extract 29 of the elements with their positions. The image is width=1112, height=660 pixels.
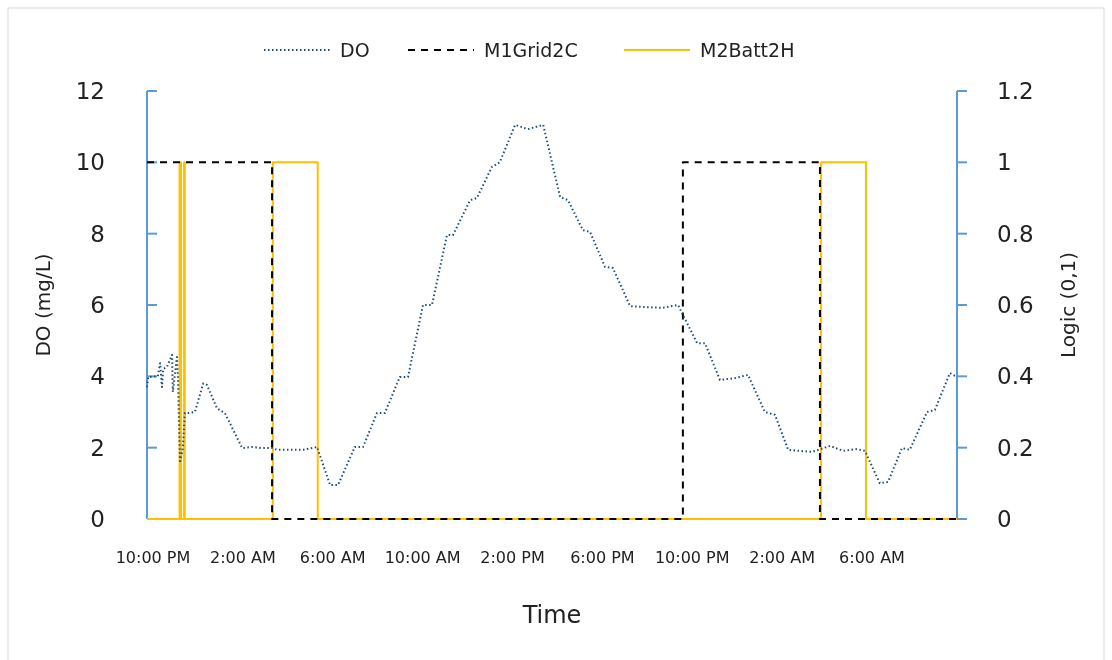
y2-tick-label: 0.2: [997, 434, 1034, 461]
y2-tick-label: 0.8: [997, 220, 1034, 247]
x-axis-title: Time: [521, 601, 582, 629]
x-tick-label: 10:00 PM: [654, 548, 730, 567]
x-tick-label: 2:00 PM: [480, 548, 545, 567]
legend-label: M2Batt2H: [700, 39, 795, 61]
y-tick-label: 10: [75, 149, 105, 176]
x-tick-label: 10:00 PM: [115, 548, 191, 567]
y2-tick-label: 1.2: [997, 78, 1034, 105]
x-tick-label: 6:00 AM: [299, 548, 366, 567]
x-tick-label: 10:00 AM: [384, 548, 461, 567]
y2-tick-label: 1: [997, 149, 1012, 176]
y-tick-label: 4: [90, 363, 105, 390]
legend-label: DO: [340, 39, 370, 61]
x-tick-label: 2:00 AM: [749, 548, 815, 567]
y-axis-title: DO (mg/L): [31, 253, 55, 357]
y-tick-label: 8: [90, 220, 105, 247]
y2-tick-label: 0: [997, 506, 1012, 533]
y-tick-label: 2: [90, 434, 105, 461]
y-tick-label: 12: [75, 78, 105, 105]
legend-label: M1Grid2C: [484, 39, 578, 61]
y-tick-label: 0: [90, 506, 105, 533]
x-tick-label: 6:00 AM: [839, 548, 905, 567]
y2-axis-title: Logic (0,1): [1056, 251, 1080, 359]
x-tick-label: 6:00 PM: [570, 548, 635, 567]
x-tick-label: 2:00 AM: [209, 548, 276, 567]
y-tick-label: 6: [90, 292, 105, 319]
y2-tick-label: 0.4: [997, 363, 1034, 390]
y2-tick-label: 0.6: [997, 292, 1034, 319]
